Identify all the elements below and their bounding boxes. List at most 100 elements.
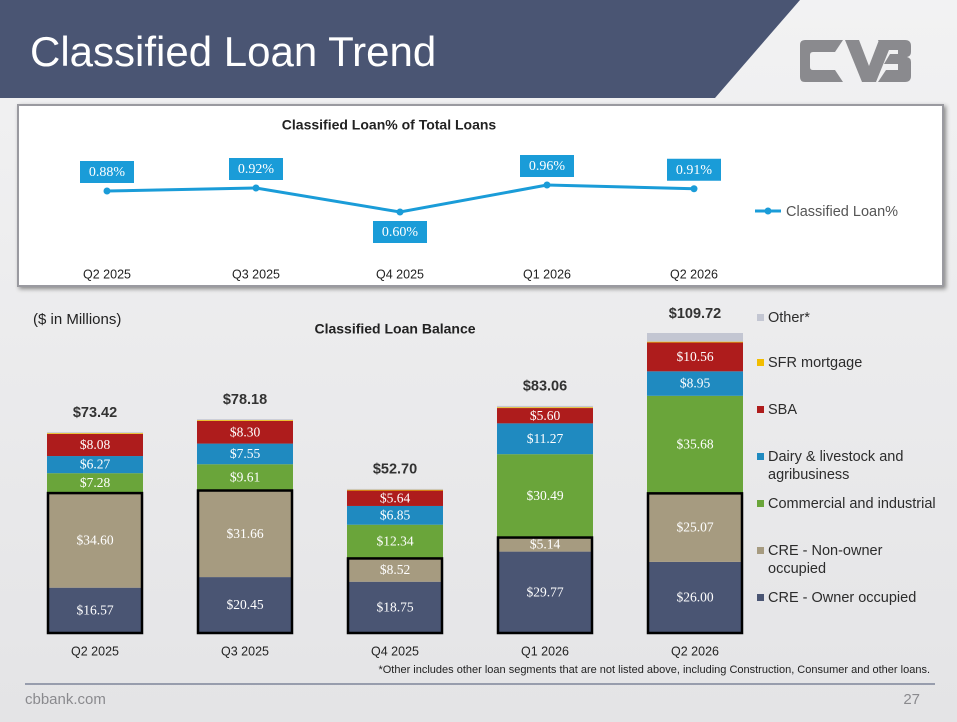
x-tick-label: Q1 2026 [523,267,571,281]
x-tick-label: Q4 2025 [371,644,419,658]
bar-segment [497,537,593,552]
line-point [690,185,698,193]
bar-segment [497,407,593,409]
bar-segment [647,371,743,396]
bar-segment [647,341,743,343]
legend-label: CRE - Owner occupied [768,590,917,606]
data-label: $34.60 [76,532,113,547]
bar-segment [497,408,593,424]
legend-swatch [757,406,764,413]
bar-segment [347,490,443,506]
data-label: $30.49 [526,488,563,503]
legend-label: SBA [768,402,798,418]
label-box [80,161,134,183]
bar-segment [47,432,143,434]
legend-swatch [757,500,764,507]
line-point [396,208,404,216]
bar-segment [347,489,443,491]
data-label: $26.00 [676,590,713,605]
bar-segment [47,587,143,633]
data-label: $12.34 [376,534,413,549]
label-box [373,221,427,243]
cre-outline [496,536,594,635]
data-label: $31.66 [226,526,263,541]
legend-dot [764,207,772,215]
data-label: $10.56 [676,349,713,364]
legend-label: Classified Loan% [786,204,898,220]
bar-chart-title: Classified Loan Balance [314,321,475,337]
legend-label: SFR mortgage [768,355,863,371]
units-note: ($ in Millions) [33,311,121,328]
bar-segment [197,464,293,491]
legend-swatch [757,453,764,460]
data-label: 0.91% [676,163,713,178]
data-label: $7.28 [80,475,111,490]
legend-label: Dairy & livestock and agribusiness [768,449,904,483]
data-label: 0.92% [238,162,275,177]
x-tick-label: Q3 2025 [221,644,269,658]
total-label: $73.42 [73,405,117,421]
bar-segment [347,488,443,490]
total-label: $78.18 [223,392,267,408]
bar-segment [47,473,143,494]
bar-segment [197,419,293,421]
legend-label: Other* [768,310,810,326]
legend-label: Commercial and industrial [768,496,936,512]
line-point [103,187,111,195]
data-label: $29.77 [526,584,563,599]
cre-outline [196,489,294,635]
data-label: 0.88% [89,165,126,180]
data-label: $5.64 [380,490,411,505]
data-label: $25.07 [676,520,713,535]
data-label: $20.45 [226,597,263,612]
x-tick-label: Q2 2026 [671,644,719,658]
footer-site: cbbank.com [25,691,106,708]
bar-segment [497,454,593,538]
legend-swatch [757,547,764,554]
legend-swatch [757,359,764,366]
cre-outline [346,557,444,635]
page-number: 27 [903,691,920,708]
x-tick-label: Q2 2025 [71,644,119,658]
header-band [0,0,800,98]
total-label: $52.70 [373,462,417,478]
total-label: $83.06 [523,379,567,395]
label-box [520,155,574,177]
cre-outline [646,492,744,635]
footnote: *Other includes other loan segments that… [378,664,930,676]
total-label: $109.72 [669,306,721,322]
label-box [667,158,721,181]
slide-title: Classified Loan Trend [30,28,436,75]
bar-segment [197,577,293,633]
bar-segment [647,342,743,372]
data-label: $5.60 [530,408,561,423]
data-label: 0.60% [382,225,419,240]
data-label: $8.08 [80,437,111,452]
bar-segment [47,456,143,474]
x-tick-label: Q1 2026 [521,644,569,658]
bar-segment [347,558,443,582]
data-label: $7.55 [230,446,261,461]
x-tick-label: Q2 2026 [670,267,718,281]
data-label: $6.85 [380,507,411,522]
bar-segment [47,433,143,434]
bar-segment [647,333,743,342]
bar-segment [197,420,293,421]
bar-segment [347,524,443,559]
x-tick-label: Q2 2025 [83,267,131,281]
data-label: $18.75 [376,599,413,614]
line-point [252,184,260,192]
bar-segment [47,433,143,457]
data-label: $5.14 [530,537,561,552]
bar-segment [347,581,443,633]
line-point [543,181,551,189]
line-chart-title: Classified Loan% of Total Loans [282,117,497,133]
cre-outline [46,491,144,635]
bar-segment [497,405,593,408]
bar-segment [497,423,593,455]
bar-segment [647,493,743,562]
bar-segment [47,493,143,588]
bar-segment [197,443,293,465]
